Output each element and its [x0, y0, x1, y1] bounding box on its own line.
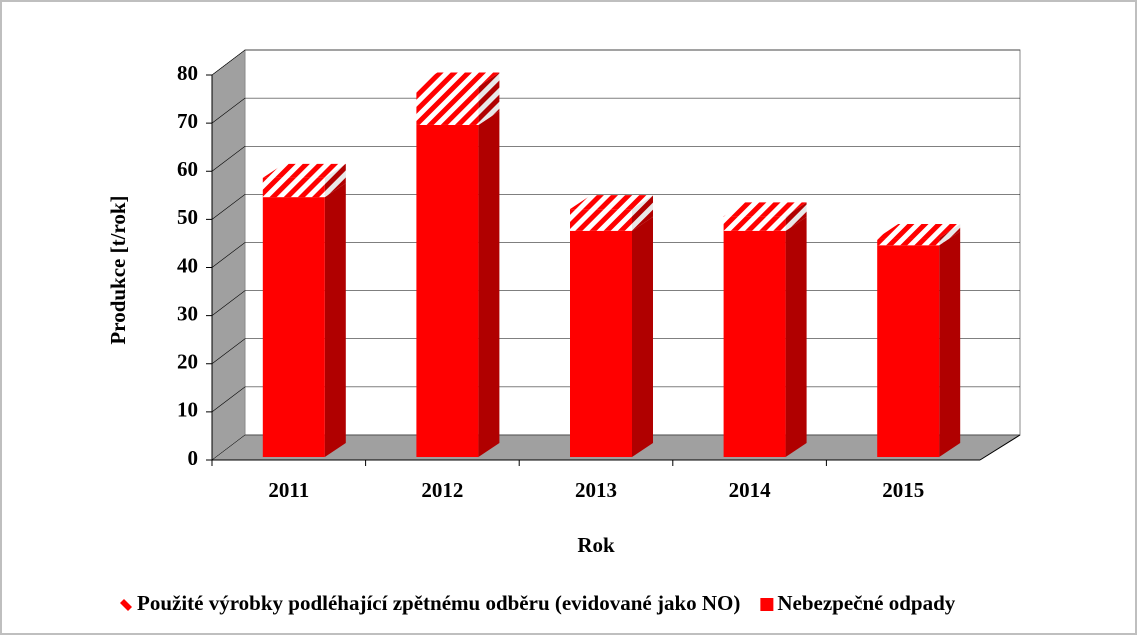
bar-side: [324, 183, 346, 457]
bar-top: [723, 202, 807, 217]
legend-label: Použité výrobky podléhající zpětnému odb…: [137, 591, 740, 615]
bar-top: [570, 195, 653, 210]
bar-side: [785, 202, 807, 231]
bar-top: [416, 72, 500, 87]
x-axis-label: Rok: [577, 533, 615, 557]
bar-side: [939, 231, 961, 457]
bar-side: [939, 224, 961, 246]
y-tick-label: 80: [177, 61, 198, 85]
bar-side: [785, 216, 807, 457]
x-tick-label: 2015: [882, 478, 924, 502]
y-tick-label: 30: [177, 301, 198, 325]
grid-line: [211, 145, 1020, 172]
bar-side: [632, 216, 653, 457]
y-axis-label: Produkce [t/rok]: [106, 195, 130, 344]
bar-side: [478, 110, 500, 457]
bar-top: [262, 163, 346, 178]
bar-side: [324, 163, 346, 198]
x-tick-label: 2014: [729, 478, 772, 502]
y-tick-label: 70: [177, 109, 198, 133]
grid-line: [211, 194, 1020, 220]
bar: [416, 86, 479, 125]
x-tick-label: 2013: [575, 478, 617, 502]
x-tick-label: 2012: [421, 478, 463, 502]
bar: [262, 177, 325, 198]
y-tick-label: 40: [177, 253, 198, 277]
bar: [262, 197, 325, 457]
legend-swatch: [120, 599, 132, 611]
bar-top: [877, 224, 961, 239]
grid-line: [211, 97, 1020, 124]
bar: [877, 245, 940, 457]
grid-line: [211, 49, 1020, 76]
y-tick-label: 0: [188, 446, 199, 470]
bar-side: [632, 195, 653, 231]
bar: [723, 216, 786, 231]
bar: [570, 230, 632, 457]
bar: [570, 209, 632, 231]
floor-edge: [979, 434, 1021, 461]
legend-swatch: [760, 598, 774, 611]
x-tick-label: 2011: [268, 478, 309, 502]
y-tick-label: 60: [177, 157, 198, 181]
y-tick-label: 50: [177, 205, 198, 229]
bar: [877, 238, 940, 246]
legend-label: Nebezpečné odpady: [777, 591, 955, 615]
bar-side: [478, 72, 500, 125]
y-tick-label: 20: [177, 350, 198, 374]
bar: [723, 230, 786, 457]
bar: [416, 124, 479, 457]
y-tick-label: 10: [177, 398, 198, 422]
